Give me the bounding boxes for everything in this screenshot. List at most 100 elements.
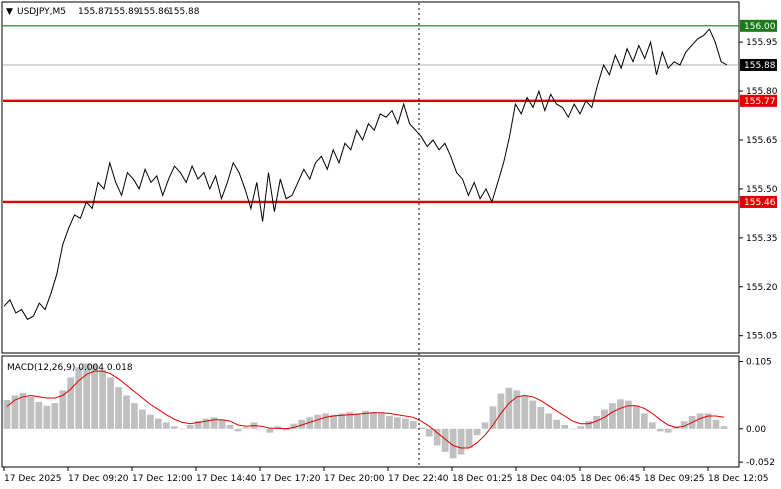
macd-bar (362, 410, 369, 429)
macd-bar (274, 426, 282, 429)
time-tick-label: 17 Dec 2025 (4, 474, 62, 484)
level-tag-label: 156.00 (744, 22, 776, 32)
macd-bar (330, 414, 338, 429)
macd-bar (465, 428, 473, 449)
price-axis: 155.95 155.80 155.65 155.50 155.35 155.20 155.… (739, 38, 778, 342)
macd-bar (131, 403, 138, 429)
macd-bar (441, 428, 449, 452)
macd-bar (537, 407, 545, 429)
macd-bar (497, 393, 505, 429)
level-tag-bg (740, 19, 777, 32)
macd-tick-label: 0.00 (746, 425, 766, 435)
macd-bar (266, 428, 274, 433)
macd-bar (648, 422, 656, 429)
macd-bar (720, 426, 728, 429)
price-tick-label: 155.50 (746, 185, 778, 195)
macd-bar (696, 413, 704, 429)
ohlc-close: 155.88 (168, 7, 200, 17)
macd-bar (162, 422, 170, 429)
macd-bar (234, 428, 242, 432)
price-line-path (3, 28, 728, 321)
symbol-title: USDJPY,M5 (17, 7, 66, 17)
price-panel-frame (1, 1, 740, 354)
time-tick-label: 18 Dec 04:05 (516, 474, 577, 484)
price-tick-label: 155.65 (746, 136, 778, 146)
price-tick-label: 155.20 (746, 283, 778, 293)
macd-bar (401, 418, 409, 429)
macd-bar (386, 415, 393, 429)
macd-bar (409, 421, 417, 429)
macd-bar (417, 427, 425, 429)
macd-bar (290, 423, 298, 429)
macd-bar (664, 428, 672, 433)
macd-signal-line (6, 370, 725, 449)
macd-bar (107, 377, 114, 429)
macd-panel-frame (1, 355, 740, 468)
macd-bar (505, 387, 513, 429)
macd-bar (569, 428, 577, 430)
macd-bar (202, 418, 210, 429)
macd-bar (298, 419, 306, 429)
level-lines (3, 25, 739, 204)
dropdown-arrow-icon[interactable]: ▼ (6, 7, 13, 17)
time-tick-label: 17 Dec 17:20 (260, 474, 321, 484)
macd-bar (154, 418, 162, 429)
price-series (3, 28, 728, 321)
macd-bar (378, 413, 385, 429)
level-tag-label: 155.77 (744, 97, 776, 107)
macd-bar (680, 421, 688, 429)
ohlc-low: 155.86 (138, 7, 170, 17)
macd-bar (632, 405, 640, 429)
level-tag-label: 155.88 (744, 61, 776, 71)
macd-bar (577, 426, 584, 429)
time-tick-label: 18 Dec 12:05 (708, 474, 769, 484)
time-tick-label: 18 Dec 01:25 (452, 474, 513, 484)
macd-bar (35, 401, 43, 429)
level-tags: 156.00 155.77 155.46 155.88 (740, 19, 777, 208)
macd-bar (43, 405, 51, 429)
ohlc-high: 155.89 (108, 7, 140, 17)
time-tick-label: 18 Dec 09:25 (644, 474, 705, 484)
macd-bar (147, 414, 154, 429)
level-tag-bg (740, 195, 777, 208)
macd-bar (322, 413, 330, 429)
time-tick-label: 17 Dec 14:40 (196, 474, 257, 484)
macd-tick-label: -0.052 (746, 458, 775, 468)
time-tick-label: 18 Dec 06:45 (580, 474, 641, 484)
macd-bar (553, 419, 561, 429)
macd-bar (656, 428, 664, 432)
macd-bar (19, 392, 27, 429)
macd-title: MACD(12,26,9) 0.004 0.018 (7, 363, 133, 373)
macd-bar (258, 428, 266, 430)
macd-histogram (3, 363, 728, 459)
macd-bar (529, 400, 537, 429)
macd-signal-path (6, 370, 725, 449)
macd-bar (194, 421, 202, 429)
macd-bar (186, 424, 194, 429)
macd-bar (338, 413, 345, 429)
macd-bar (640, 413, 648, 429)
ohlc-open: 155.87 (78, 7, 110, 17)
macd-bar (473, 428, 481, 436)
macd-bar (561, 424, 569, 429)
macd-bar (67, 377, 75, 429)
macd-bar (3, 399, 11, 429)
macd-bar (354, 413, 361, 429)
macd-bar (218, 419, 226, 429)
macd-bar (346, 412, 353, 429)
time-tick-label: 17 Dec 09:20 (68, 474, 129, 484)
macd-bar (242, 427, 250, 429)
macd-bar (91, 364, 99, 429)
macd-bar (712, 419, 720, 429)
macd-bar (625, 400, 632, 429)
macd-bar (513, 390, 521, 429)
macd-bar (457, 428, 465, 455)
level-tag-bg (740, 58, 777, 71)
price-tick-label: 155.05 (746, 332, 778, 342)
macd-bar (306, 417, 314, 429)
macd-bar (489, 406, 497, 429)
time-tick-label: 17 Dec 22:40 (388, 474, 449, 484)
macd-bar (585, 421, 592, 429)
macd-bar (51, 403, 59, 429)
